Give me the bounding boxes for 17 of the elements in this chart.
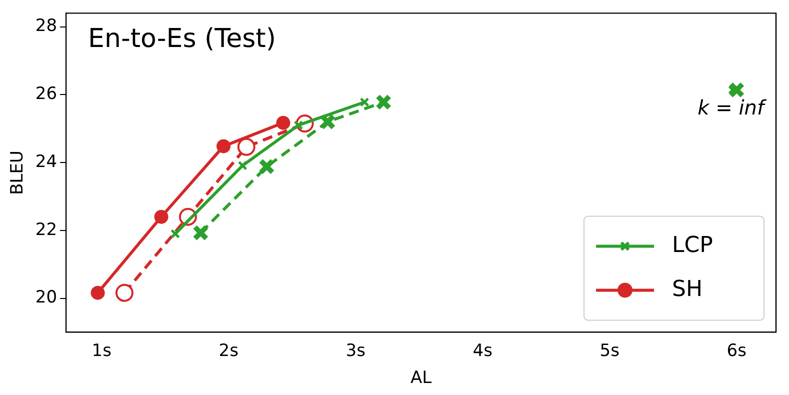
- x-tick-label: 3s: [346, 340, 366, 361]
- x-tick-label: 4s: [472, 340, 493, 361]
- legend-label: LCP: [672, 232, 713, 258]
- annotation: k = inf: [698, 95, 767, 120]
- y-axis-title: BLEU: [8, 150, 28, 195]
- legend-label: SH: [672, 276, 703, 302]
- y-tick-label: 26: [35, 84, 58, 104]
- x-tick-label: 6s: [726, 340, 747, 361]
- x-tick-label: 2s: [218, 340, 239, 361]
- y-tick-label: 22: [35, 220, 58, 240]
- chart-title: En-to-Es (Test): [88, 24, 276, 54]
- x-tick-label: 1s: [92, 340, 112, 361]
- x-axis-title: AL: [410, 368, 432, 388]
- y-tick-label: 28: [35, 16, 58, 36]
- y-tick-label: 24: [35, 152, 58, 172]
- x-tick-label: 5s: [600, 340, 620, 361]
- y-tick-label: 20: [35, 288, 58, 308]
